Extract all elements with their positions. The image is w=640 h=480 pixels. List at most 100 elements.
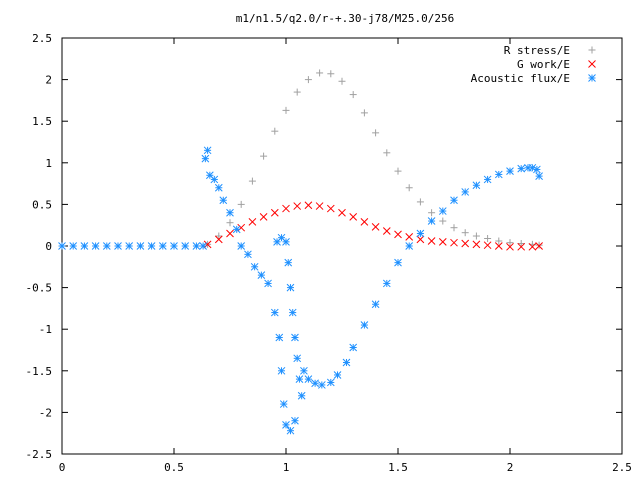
y-tick-label: 2 <box>45 74 52 87</box>
point-2-17 <box>210 175 219 184</box>
point-2-62 <box>472 181 481 190</box>
point-2-11 <box>181 242 190 250</box>
point-2-37 <box>284 258 293 267</box>
point-1-16 <box>382 227 391 235</box>
point-2-65 <box>506 167 514 175</box>
point-2-21 <box>232 225 241 234</box>
point-0-1 <box>215 232 223 240</box>
point-1-28 <box>517 242 526 251</box>
y-tick-label: -2 <box>39 406 52 419</box>
point-2-23 <box>244 250 252 259</box>
point-2-1 <box>69 242 78 250</box>
y-tick-label: 0.5 <box>32 198 52 211</box>
point-2-43 <box>297 391 306 400</box>
point-2-18 <box>214 183 223 192</box>
point-1-2 <box>226 229 234 238</box>
point-2-57 <box>416 229 425 238</box>
point-0-27 <box>506 239 514 247</box>
point-0-11 <box>327 70 335 78</box>
point-2-5 <box>114 242 122 250</box>
axis-ticks <box>61 37 623 455</box>
point-1-21 <box>438 237 447 246</box>
point-0-26 <box>495 237 503 245</box>
point-1-23 <box>461 239 470 248</box>
series-layer <box>58 69 543 435</box>
point-2-48 <box>326 378 335 387</box>
point-2-61 <box>461 188 470 196</box>
point-2-26 <box>264 279 272 288</box>
point-1-18 <box>405 232 414 241</box>
y-tick-label: 0 <box>45 240 52 253</box>
point-2-49 <box>333 371 342 379</box>
point-2-52 <box>360 321 369 329</box>
point-0-13 <box>349 91 357 99</box>
point-2-22 <box>237 242 246 250</box>
point-2-59 <box>438 207 447 215</box>
point-2-33 <box>291 416 299 425</box>
point-2-63 <box>483 175 492 184</box>
x-tick-label: 0 <box>59 461 66 474</box>
legend-label: Acoustic flux/E <box>471 72 570 85</box>
point-2-10 <box>170 242 178 250</box>
point-2-46 <box>311 379 319 388</box>
point-2-42 <box>295 375 304 383</box>
point-2-24 <box>250 262 259 271</box>
point-1-15 <box>371 223 380 231</box>
point-2-28 <box>275 333 284 342</box>
point-1-7 <box>282 204 290 213</box>
point-2-64 <box>494 170 503 179</box>
point-2-12 <box>192 242 201 250</box>
point-2-53 <box>371 300 380 309</box>
y-tick-label: -0.5 <box>26 282 53 295</box>
point-2-50 <box>342 358 351 367</box>
point-2-8 <box>147 242 156 250</box>
point-1-17 <box>394 230 402 239</box>
point-2-58 <box>427 217 436 225</box>
point-0-24 <box>472 232 480 240</box>
point-0-30 <box>535 241 543 249</box>
point-0-19 <box>416 198 424 206</box>
y-tick-label: -1.5 <box>26 365 53 378</box>
point-1-5 <box>259 213 268 221</box>
point-1-30 <box>535 242 543 250</box>
point-1-12 <box>338 208 346 217</box>
point-1-19 <box>416 235 425 244</box>
x-tick-label: 1 <box>283 461 290 474</box>
point-2-13 <box>199 242 207 250</box>
x-tick-label: 2.5 <box>612 461 632 474</box>
point-0-28 <box>517 240 525 248</box>
point-2-54 <box>382 279 391 288</box>
axis-tick-labels: 0 0.5 1 1.5 2 2.5 2.5 2 1.5 1 0.5 0 -0.5 -1 -1.5 -2 -2.5 <box>26 32 632 474</box>
point-2-51 <box>349 343 358 352</box>
point-2-2 <box>80 242 89 250</box>
point-0-17 <box>394 167 402 175</box>
point-0-23 <box>461 229 469 237</box>
point-2-14 <box>201 154 210 163</box>
x-tick-label: 0.5 <box>164 461 184 474</box>
y-tick-label: -1 <box>39 323 52 336</box>
point-1-25 <box>483 241 492 250</box>
point-1-3 <box>237 223 246 232</box>
legend-marker-2 <box>588 74 596 82</box>
point-2-25 <box>257 271 266 279</box>
point-0-10 <box>316 69 324 77</box>
series-1 <box>203 201 543 251</box>
point-0-14 <box>360 109 368 117</box>
point-0-5 <box>260 152 268 160</box>
point-2-38 <box>286 283 295 292</box>
point-1-20 <box>427 237 436 245</box>
point-2-36 <box>282 237 290 246</box>
point-2-40 <box>291 333 299 342</box>
y-tick-label: 1.5 <box>32 115 52 128</box>
point-2-66 <box>517 164 526 173</box>
point-0-16 <box>383 149 391 157</box>
series-2 <box>58 146 543 435</box>
y-tick-label: 2.5 <box>32 32 52 45</box>
point-2-3 <box>91 242 100 250</box>
point-1-11 <box>326 204 335 213</box>
y-tick-label: -2.5 <box>26 448 53 461</box>
point-2-45 <box>304 375 313 383</box>
point-1-9 <box>304 201 313 210</box>
point-2-30 <box>279 400 288 408</box>
